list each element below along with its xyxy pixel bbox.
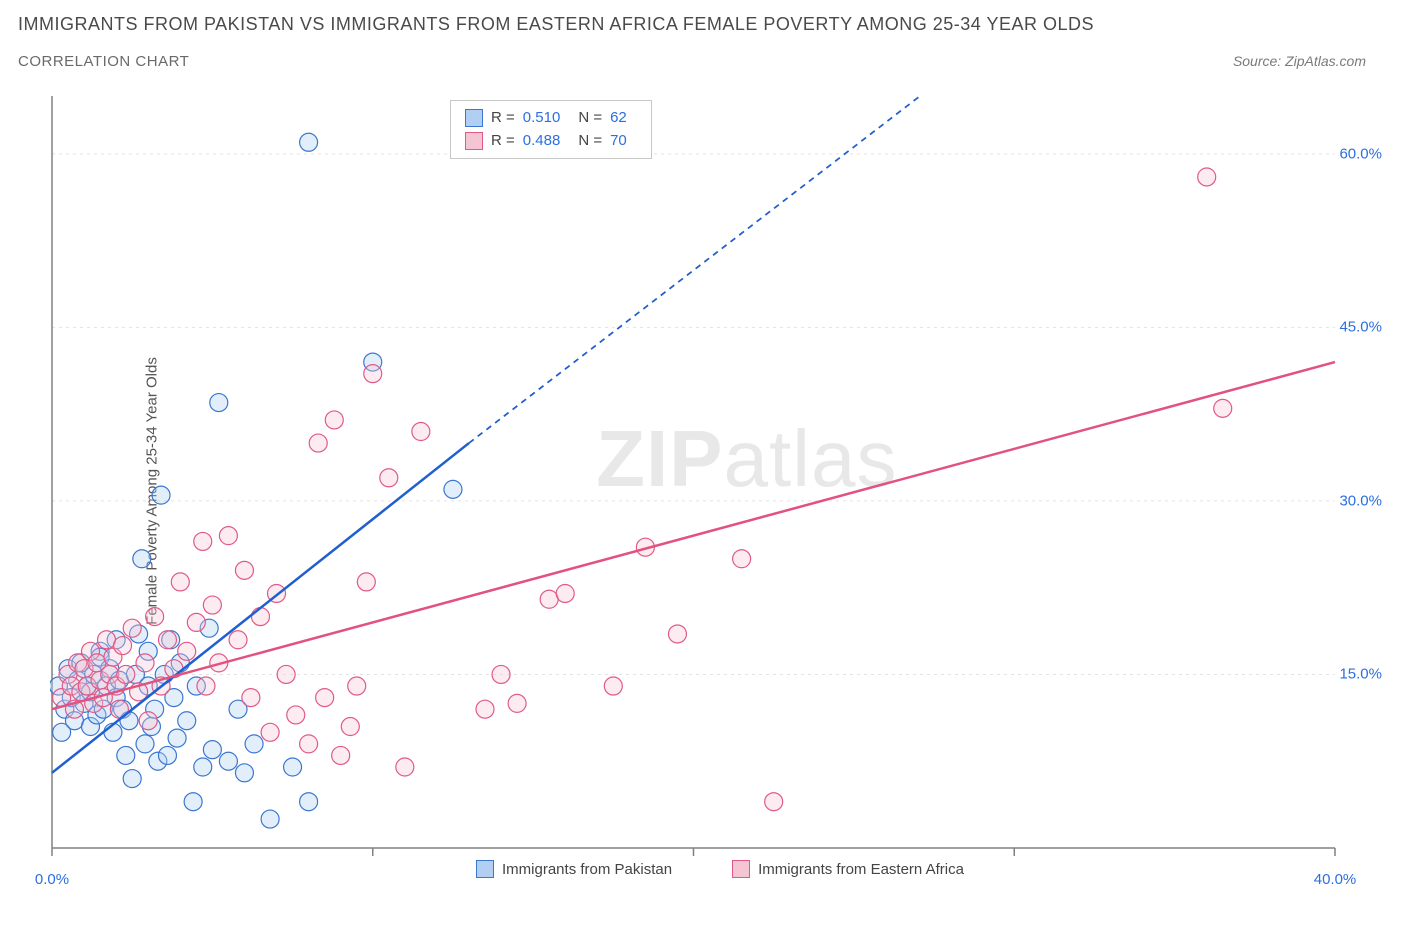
chart-subtitle: CORRELATION CHART: [18, 53, 189, 70]
legend-item-eastern-africa: Immigrants from Eastern Africa: [732, 860, 964, 878]
swatch-pakistan: [476, 860, 494, 878]
legend-row-pakistan: R =0.510 N =62: [465, 107, 637, 130]
swatch-eastern-africa: [732, 860, 750, 878]
y-tick-label: 30.0%: [1339, 492, 1382, 509]
chart-container: Female Poverty Among 25-34 Year Olds ZIP…: [50, 96, 1390, 886]
correlation-legend: R =0.510 N =62 R =0.488 N =70: [450, 100, 652, 159]
legend-item-pakistan: Immigrants from Pakistan: [476, 860, 672, 878]
swatch-eastern-africa: [465, 132, 483, 150]
chart-title: IMMIGRANTS FROM PAKISTAN VS IMMIGRANTS F…: [18, 14, 1388, 35]
swatch-pakistan: [465, 109, 483, 127]
y-tick-label: 45.0%: [1339, 319, 1382, 336]
legend-label: Immigrants from Pakistan: [502, 861, 672, 878]
legend-label: Immigrants from Eastern Africa: [758, 861, 964, 878]
y-tick-label: 60.0%: [1339, 145, 1382, 162]
y-tick-label: 15.0%: [1339, 666, 1382, 683]
scatter-plot: [50, 96, 1390, 886]
source-attribution: Source: ZipAtlas.com: [1233, 53, 1366, 69]
series-legend: Immigrants from Pakistan Immigrants from…: [50, 860, 1390, 878]
legend-row-eastern-africa: R =0.488 N =70: [465, 130, 637, 153]
